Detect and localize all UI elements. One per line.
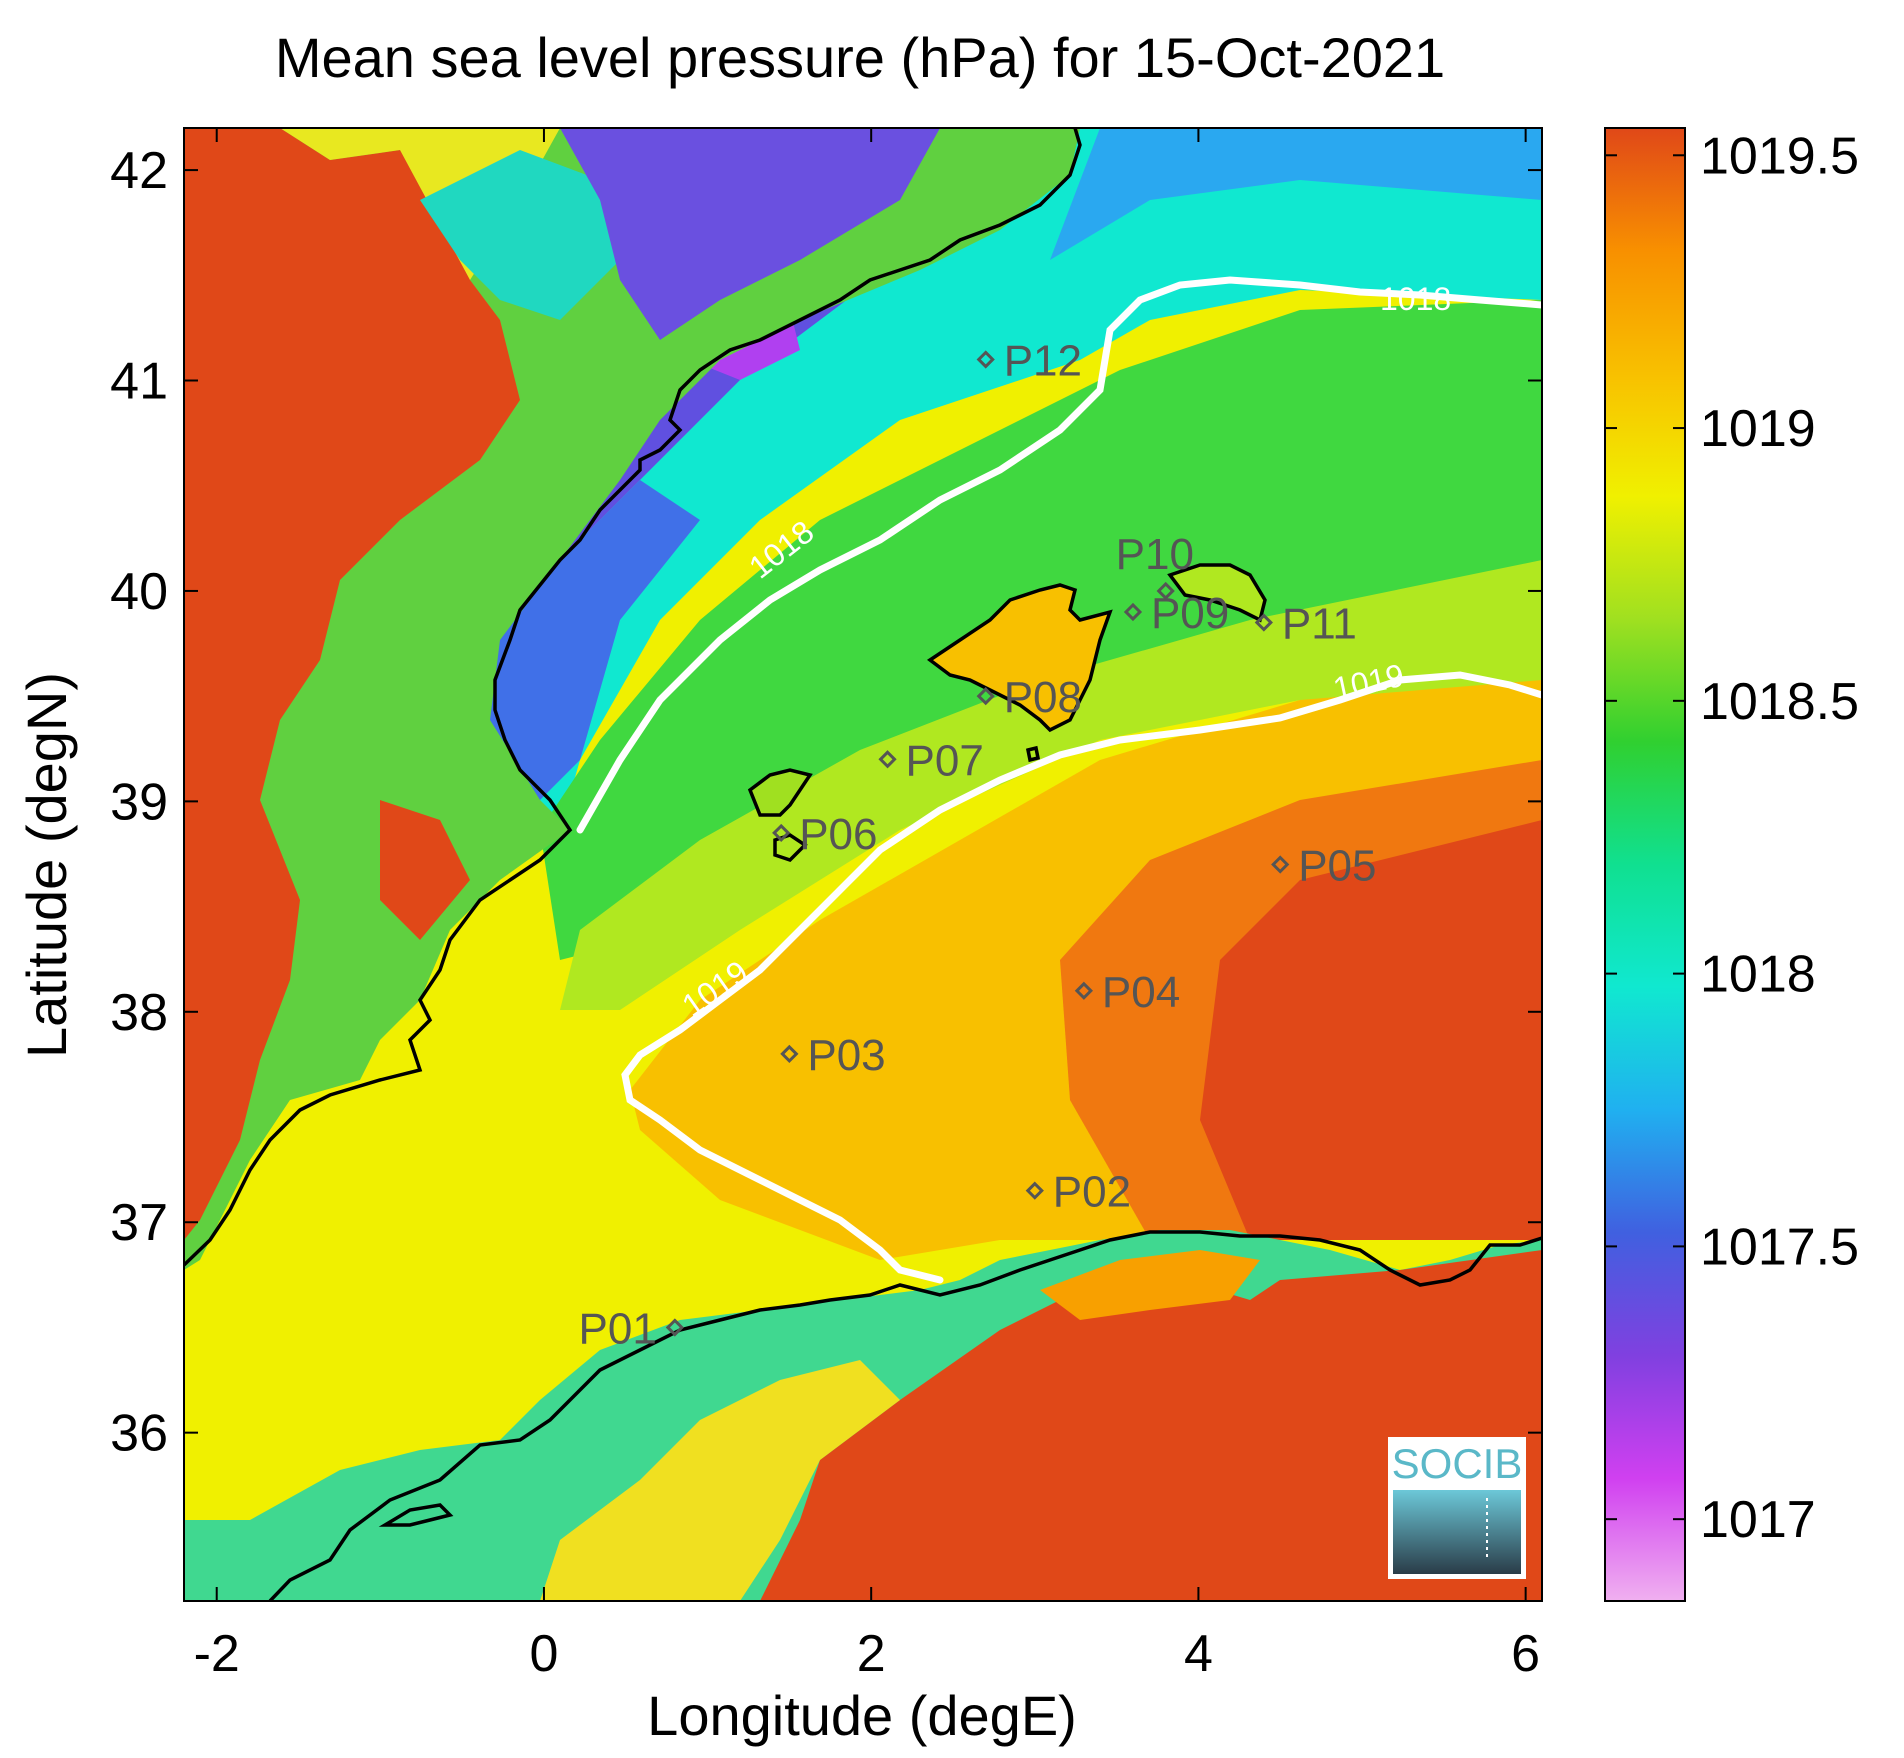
colorbar-tick-label: 1017.5: [1700, 1218, 1859, 1276]
station-marker: [1074, 981, 1094, 1000]
y-tick-label: 39: [110, 773, 168, 831]
land-iberia-cyan: [420, 150, 620, 320]
coastline-africa: [268, 1230, 1542, 1601]
station-label: P11: [1282, 600, 1357, 649]
colorbar: 1017 1017.5 1018 1018.5 1019 1019.5: [1604, 127, 1859, 1602]
colorbar-tick-label: 1019.5: [1700, 127, 1859, 185]
colorbar-ticks: 1017 1017.5 1018 1018.5 1019 1019.5: [1605, 127, 1859, 1549]
map-frame: [183, 127, 1543, 1602]
coastline-ibiza: [747, 768, 813, 863]
station-marker: [1025, 1181, 1044, 1200]
station-label: P06: [799, 810, 877, 859]
contour-label-1018-east: 1018: [1380, 281, 1451, 317]
coastline-mallorca: [926, 583, 1113, 733]
colorbar-tick-label: 1018: [1700, 946, 1816, 1004]
y-tick-label: 37: [110, 1194, 168, 1252]
x-tick-label: 4: [1184, 1625, 1213, 1683]
station-marker: [1271, 855, 1290, 874]
station-label: P08: [1004, 673, 1082, 722]
y-tick-label: 41: [110, 353, 168, 411]
land-iberia-red-plateau: [184, 128, 520, 1240]
y-tick-label: 36: [110, 1405, 168, 1463]
coastline-cabrera: [1025, 745, 1041, 763]
station-label: P10: [1116, 530, 1194, 579]
land-ibiza: [750, 770, 810, 815]
contour-lines: [576, 276, 1542, 1284]
x-axis-label: Longitude (degE): [647, 1684, 1077, 1747]
land-mallorca: [930, 585, 1110, 730]
y-tick-label: 40: [110, 563, 168, 621]
pressure-map: 1018 1018 1019 1019 P01P02P03P04P05P06P0…: [184, 128, 1542, 1601]
land-menorca: [1170, 565, 1265, 620]
station-marker: [665, 1318, 684, 1337]
x-tick-label: -2: [194, 1625, 240, 1683]
y-tick-label: 42: [110, 142, 168, 200]
station-label: P04: [1102, 968, 1180, 1017]
coastline-menorca: [1167, 563, 1267, 623]
station-marker: [1123, 602, 1143, 622]
colorbar-frame: [1604, 127, 1686, 1602]
land-africa-yellow: [540, 1360, 900, 1601]
station-marker: [1156, 581, 1175, 601]
y-tick-label: 38: [110, 984, 168, 1042]
colorbar-tick-label: 1018.5: [1700, 673, 1859, 731]
coastline-iberia: [184, 128, 1082, 1267]
coastlines: [184, 128, 1542, 1601]
socib-logo-text: SOCIB: [1392, 1440, 1523, 1487]
y-axis-label: Latitude (degN): [15, 672, 78, 1058]
colorbar-tick-label: 1017: [1700, 1491, 1816, 1549]
x-tick-label: 2: [857, 1625, 886, 1683]
station-label: P05: [1298, 842, 1376, 891]
y-axis: 36 37 38 39 40 41 42: [110, 142, 1542, 1463]
x-tick-label: 6: [1511, 1625, 1540, 1683]
land-iberia-south-red: [380, 800, 470, 940]
station-marker: [772, 823, 791, 843]
contour-1019: [621, 671, 1542, 1284]
station-label: P03: [807, 1031, 885, 1080]
sea-yellowgreen-region: [560, 560, 1542, 1010]
sea-blue-region: [1050, 128, 1542, 260]
station-label: P07: [906, 736, 984, 785]
socib-logo: SOCIB: [1388, 1437, 1526, 1579]
x-tick-label: 0: [529, 1625, 558, 1683]
map-title: Mean sea level pressure (hPa) for 15-Oct…: [275, 26, 1445, 89]
station-marker: [780, 1044, 799, 1064]
colorbar-scale: [1605, 128, 1685, 1601]
land-africa-red: [760, 1250, 1542, 1601]
socib-logo-wave: [1393, 1490, 1521, 1574]
contour-1018: [576, 276, 1542, 834]
station-label: P01: [579, 1304, 657, 1353]
station-label: P12: [1004, 336, 1082, 385]
coastline-alboran-isle: [378, 1503, 454, 1527]
sea-red-region: [1200, 820, 1542, 1240]
x-axis: -2 0 2 4 6: [194, 128, 1540, 1683]
colorbar-tick-label: 1019: [1700, 400, 1816, 458]
station-marker: [976, 687, 995, 706]
station-marker: [1254, 613, 1273, 632]
station-marker: [976, 350, 995, 369]
station-marker: [878, 750, 897, 769]
land-africa-orange: [1040, 1250, 1260, 1320]
land-iberia-purple: [560, 128, 940, 340]
station-label: P02: [1053, 1168, 1131, 1217]
